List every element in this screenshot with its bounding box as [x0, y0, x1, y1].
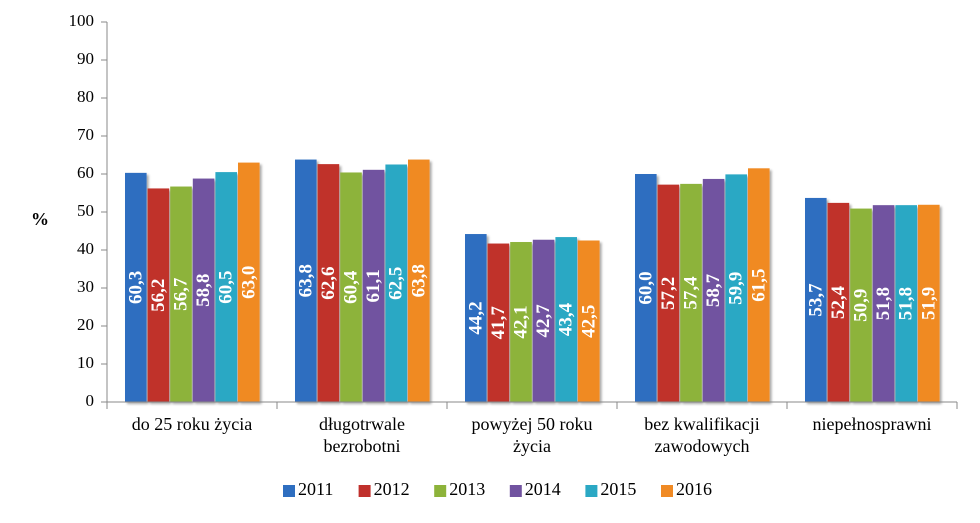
bar-2013-cat-4 [850, 208, 872, 402]
bar-value-label: 41,7 [488, 306, 509, 340]
bar-2011-cat-0 [125, 172, 147, 402]
y-tick-label: 60 [77, 163, 94, 182]
bar-2014-cat-0 [192, 178, 215, 402]
bar-value-label: 56,7 [171, 277, 192, 311]
legend-swatch-2013 [434, 485, 447, 497]
bar-value-label: 56,2 [148, 279, 169, 312]
y-tick-label: 70 [77, 125, 94, 144]
x-tick-label: powyżej 50 roku życia [472, 414, 593, 456]
legend-label-2011: 2011 [298, 479, 333, 499]
bar-value-label: 52,4 [828, 285, 849, 319]
bar-value-label: 51,9 [918, 287, 939, 320]
bar-2016-cat-2 [578, 240, 600, 402]
legend-swatch-2016 [661, 485, 673, 497]
bar-value-label: 62,6 [318, 266, 339, 299]
bar-value-label: 53,7 [805, 283, 826, 317]
bar-value-label: 63,0 [238, 266, 259, 299]
bar-value-label: 61,5 [748, 269, 769, 302]
bar-value-label: 42,7 [533, 304, 554, 338]
bar-value-label: 57,4 [681, 276, 702, 310]
bar-2015-cat-1 [385, 164, 407, 402]
y-tick-label: 50 [77, 201, 94, 220]
bar-2014-cat-4 [872, 205, 895, 402]
bar-2015-cat-0 [215, 172, 237, 402]
bar-2015-cat-4 [895, 205, 917, 402]
legend-label-2012: 2012 [374, 479, 410, 499]
bar-2014-cat-3 [702, 178, 725, 402]
legend-label-2013: 2013 [449, 479, 485, 499]
legend-swatch-2015 [585, 485, 598, 497]
y-tick-label: 10 [77, 353, 94, 372]
y-tick-label: 100 [69, 11, 95, 30]
legend-swatch-2011 [283, 485, 295, 497]
legend: 2011 2012 2013 2014 2015 2016 [283, 479, 712, 499]
bar-2012-cat-4 [827, 202, 850, 402]
bar-value-label: 43,4 [556, 302, 577, 336]
legend-swatch-2012 [358, 485, 371, 497]
bar-2016-cat-4 [918, 204, 940, 402]
bar-2013-cat-1 [340, 172, 362, 402]
bar-value-label: 58,8 [193, 274, 214, 307]
bar-value-label: 50,9 [851, 289, 872, 322]
bar-value-label: 59,9 [726, 272, 747, 305]
y-tick-label: 80 [77, 87, 94, 106]
y-tick-label: 20 [77, 315, 94, 334]
bar-2013-cat-3 [680, 183, 702, 402]
bar-value-label: 60,4 [341, 270, 362, 304]
bar-value-label: 57,2 [658, 277, 679, 310]
bar-value-label: 61,1 [363, 269, 384, 302]
legend-label-2015: 2015 [600, 479, 636, 499]
bar-2016-cat-3 [748, 168, 770, 402]
legend-label-2014: 2014 [525, 479, 561, 499]
x-tick-label: bez kwalifikacji zawodowych [644, 414, 759, 456]
x-axis-tick-labels: do 25 roku życia długotrwale bezrobotni pow… [132, 414, 932, 456]
bar-value-label: 44,2 [465, 301, 486, 334]
bar-value-label: 42,1 [511, 305, 532, 338]
bar-2011-cat-1 [295, 159, 317, 402]
x-tick-label: długotrwale bezrobotni [319, 414, 405, 456]
bar-2013-cat-2 [510, 242, 532, 402]
bar-value-labels: 60,3 56,2 56,7 58,8 60,5 63,0 63,8 62,6 60,4 61,1… [125, 264, 939, 339]
bar-value-label: 63,8 [295, 264, 316, 297]
bar-value-label: 60,5 [216, 270, 237, 303]
bar-value-label: 51,8 [896, 287, 917, 320]
bar-2016-cat-1 [408, 159, 430, 402]
y-axis-ticks [101, 21, 107, 403]
bar-2013-cat-0 [170, 186, 192, 402]
y-tick-label: 90 [77, 49, 94, 68]
bar-value-label: 42,5 [578, 305, 599, 338]
y-tick-label: 0 [86, 391, 95, 410]
bar-value-label: 62,5 [386, 267, 407, 300]
bars-group [125, 159, 940, 402]
bar-2012-cat-0 [147, 188, 170, 402]
bar-2011-cat-3 [635, 174, 657, 402]
bar-value-label: 58,7 [703, 273, 724, 307]
bar-2014-cat-1 [362, 169, 385, 402]
x-tick-label: niepełnosprawni [813, 414, 932, 434]
legend-label-2016: 2016 [676, 479, 712, 499]
bar-value-label: 63,8 [408, 264, 429, 297]
bar-2016-cat-0 [238, 162, 260, 402]
bar-2014-cat-2 [532, 239, 555, 402]
y-axis-label: % [31, 209, 49, 229]
bar-value-label: 60,3 [125, 271, 146, 304]
y-tick-label: 30 [77, 277, 94, 296]
bar-2011-cat-4 [805, 197, 827, 402]
bar-value-label: 51,8 [873, 287, 894, 320]
legend-swatch-2014 [509, 485, 522, 497]
bar-2011-cat-2 [465, 234, 487, 402]
bar-2015-cat-3 [725, 174, 747, 402]
x-tick-label: do 25 roku życia [132, 414, 252, 434]
bar-2012-cat-3 [657, 184, 680, 402]
y-tick-label: 40 [77, 239, 94, 258]
bar-2012-cat-2 [487, 243, 510, 402]
bar-2015-cat-2 [555, 237, 577, 402]
bar-2012-cat-1 [317, 164, 340, 402]
y-axis-tick-labels: 0 10 20 30 40 50 60 70 80 90 100 [69, 11, 95, 410]
axes [106, 22, 958, 409]
bar-value-label: 60,0 [635, 271, 656, 304]
